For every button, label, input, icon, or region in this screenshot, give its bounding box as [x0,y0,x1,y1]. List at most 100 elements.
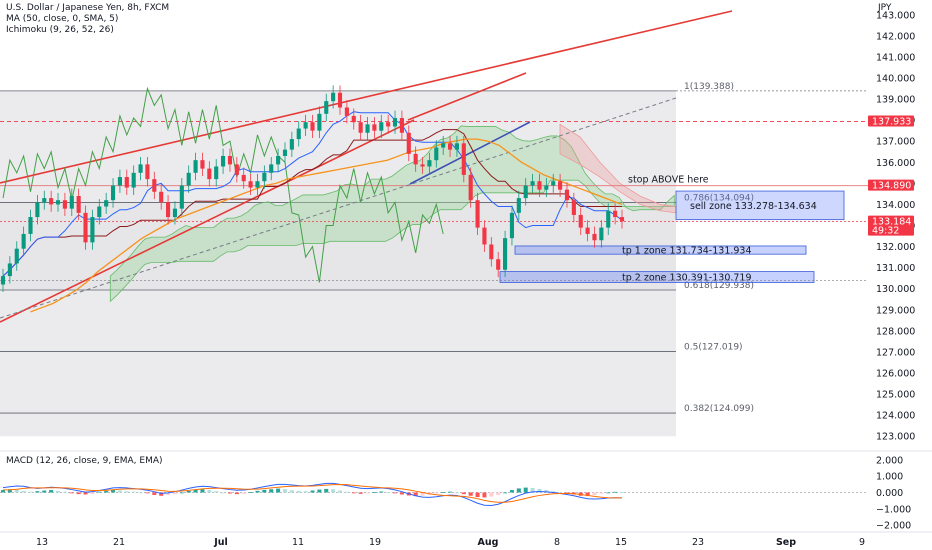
macd-indicator-label[interactable]: MACD (12, 26, close, 9, EMA, EMA) [6,456,163,466]
macd-histogram-bar [152,492,157,495]
candle-body [447,143,453,150]
macd-histogram-bar [613,491,618,493]
candle-body [482,227,487,245]
macd-histogram-bar [248,492,253,493]
candle-body [317,113,322,131]
candle-body [35,202,40,218]
candle-body [138,164,143,173]
lower-trendline[interactable] [0,119,415,323]
upper-trendline[interactable] [0,10,733,184]
macd-histogram-bar [172,492,177,495]
macd-tick: −1.000 [876,504,911,515]
price-tick: 137.000 [876,137,915,148]
rising-wedge-trendline[interactable] [407,72,527,121]
candle-body [427,160,432,167]
candle-body [544,185,549,190]
candle-body [90,217,95,243]
time-axis[interactable]: 13 21 Jul 11 19 Aug 8 15 23 Sep 9 [36,537,865,548]
candle-body [166,202,171,218]
candle-body [186,172,191,186]
macd-histogram-bar [42,490,47,493]
price-tick: 127.000 [876,347,915,358]
candle-body [379,122,384,131]
macd-histogram-bar [262,489,267,493]
candle-body [269,164,274,173]
macd-histogram-bar [564,492,569,494]
time-tick: 21 [113,537,125,548]
price-tick: 126.000 [876,369,915,380]
macd-histogram-bar [193,489,198,493]
candle-body [241,174,246,182]
candle-body [503,238,508,270]
candle-body [386,122,391,127]
candle-body [248,181,253,188]
price-badge-countdown: 49:32 [872,226,899,237]
candle-body [131,172,136,188]
macd-histogram-bar [35,491,40,493]
macd-histogram-bar [468,492,473,496]
candle-body [489,244,494,260]
symbol-title[interactable]: U.S. Dollar / Japanese Yen, 8h, FXCM [6,3,170,13]
macd-histogram-bar [475,492,480,498]
candle-body [296,128,301,140]
trade-zone-1 [514,245,807,255]
candle-body [523,185,528,199]
trend-lines[interactable] [0,10,733,323]
macd-histogram-bar [393,492,398,494]
candle-body [14,248,19,264]
macd-histogram-bar [62,491,67,493]
candle-body [468,174,473,201]
candle-body [372,124,377,131]
candle-body [104,200,109,207]
macd-histogram-bar [324,488,329,493]
candle-body [592,233,597,241]
candle-body [358,122,363,133]
ichimoku-indicator-label[interactable]: Ichimoku (9, 26, 52, 26) [6,25,114,35]
macd-histogram-bar [530,487,535,493]
macd-histogram-bar [124,491,129,493]
macd-line [2,482,623,507]
price-tick: 128.000 [876,326,915,337]
blue-trendline[interactable] [409,121,531,185]
time-tick: 15 [615,537,627,548]
candle-body [564,189,570,201]
candle-body [420,164,425,167]
trade-zones[interactable]: sell zone 133.278-134.634 tp 1 zone 131.7… [499,190,845,284]
candle-body [337,92,343,108]
price-badge-1 [868,179,914,191]
price-tick: 129.000 [876,305,915,316]
price-tick: 142.000 [876,31,915,42]
candle-body [255,181,260,188]
macd-histogram-bar [138,492,143,494]
candle-body [69,195,74,209]
macd-histogram-bar [620,492,624,493]
macd-histogram-bar [207,490,212,493]
price-tick: 123.000 [876,432,915,443]
fib-label-0: 1(139.388) [684,82,734,92]
candle-body [606,210,611,228]
macd-axis: 2.000 1.000 0.000 −1.000 −2.000 [876,455,911,531]
time-tick: 9 [859,537,865,548]
macd-tick: 2.000 [876,455,903,466]
ma-indicator-label[interactable]: MA (50, close, 0, SMA, 5) [6,14,119,24]
macd-histogram-bar [399,492,404,495]
candle-body [193,160,198,173]
stop-annotation: stop ABOVE here [628,175,709,186]
price-tick: 140.000 [876,73,915,84]
candle-body [282,149,288,156]
trade-zone-label-2: tp 2 zone 130.391-130.719 [622,273,752,284]
macd-histogram-bar [606,492,611,494]
macd-legend: MACD (12, 26, close, 9, EMA, EMA) [6,456,163,467]
candle-body [613,210,618,218]
candle-body [351,115,356,123]
candle-body [619,217,625,222]
macd-histogram-bar [69,492,74,494]
price-badge-text-2: 133.184 [872,217,911,228]
trade-zone-label-0: sell zone 133.278-134.634 [690,201,817,212]
macd-histogram-bar [214,491,219,493]
macd-histogram-bar [592,492,597,496]
time-tick: Sep [776,537,796,548]
macd-histogram-bar [289,490,294,493]
macd-histogram-bar [516,488,521,493]
